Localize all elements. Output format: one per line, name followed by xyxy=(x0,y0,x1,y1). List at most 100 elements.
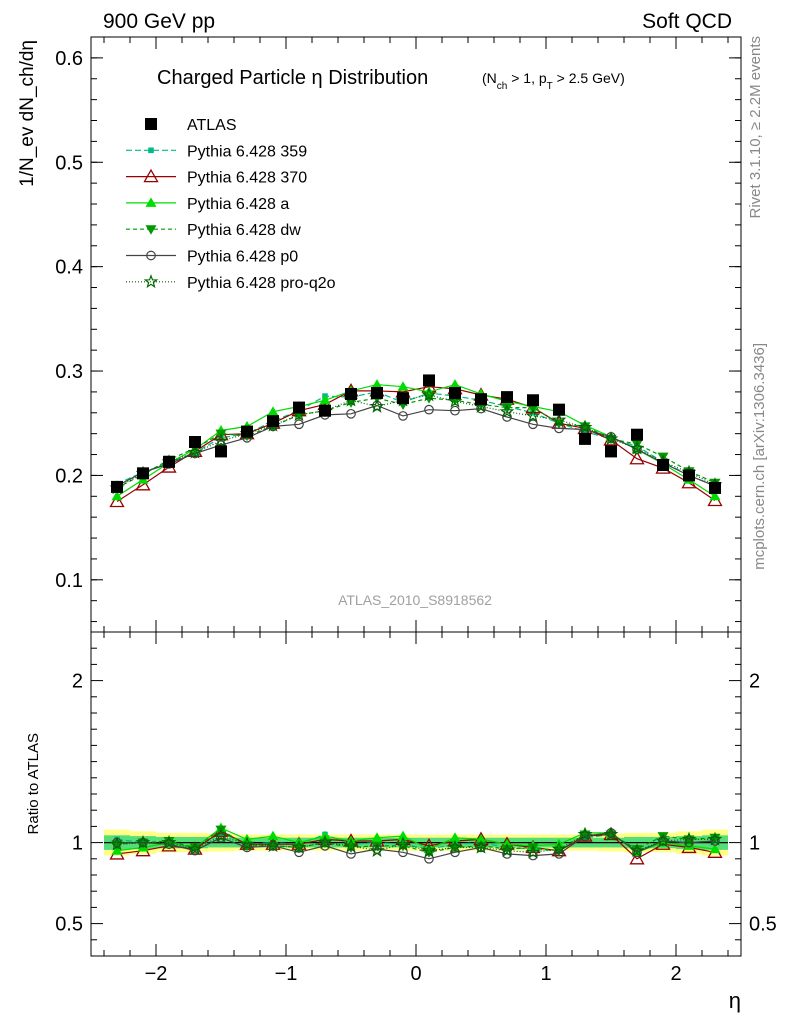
legend-entry: Pythia 6.428 pro-q2o xyxy=(126,274,336,292)
y-tick-label: 0.6 xyxy=(55,48,83,70)
ratio-point xyxy=(709,843,721,854)
ratio-point xyxy=(265,838,281,853)
data-point xyxy=(267,415,279,428)
legend-label: ATLAS xyxy=(187,117,237,134)
mc-point xyxy=(213,433,229,448)
series-line xyxy=(116,391,716,487)
data-point xyxy=(579,432,591,445)
mc-point xyxy=(369,398,385,413)
ratio-point xyxy=(371,832,383,842)
ratio-point xyxy=(502,849,512,859)
ratio-point xyxy=(189,843,201,853)
ratio-point xyxy=(681,831,697,846)
ratio-point xyxy=(684,837,694,848)
ratio-point xyxy=(710,836,720,846)
data-point xyxy=(527,394,539,407)
ratio-point xyxy=(709,833,721,844)
mc-point xyxy=(629,450,645,465)
ratio-point xyxy=(135,834,151,849)
ratio-series-pythia-6-428-pro-q2o xyxy=(109,826,723,859)
data-point xyxy=(293,401,305,414)
ratio-point xyxy=(239,836,255,851)
ratio-y-tick-label-right: 1 xyxy=(749,833,760,855)
ratio-frame xyxy=(90,631,742,957)
data-point xyxy=(111,480,123,493)
data-point xyxy=(631,428,643,441)
y-tick-label: 0.1 xyxy=(55,570,83,592)
mc-point xyxy=(579,422,591,432)
legend-label: Pythia 6.428 pro-q2o xyxy=(187,275,336,292)
ratio-point xyxy=(317,834,333,849)
ratio-point xyxy=(551,841,567,856)
legend-entry: Pythia 6.428 359 xyxy=(126,143,307,160)
ratio-y-tick-label-right: 0.5 xyxy=(749,914,777,936)
data-point xyxy=(371,386,383,399)
mc-point xyxy=(109,493,125,508)
mc-point xyxy=(267,406,279,416)
ratio-point xyxy=(683,840,695,850)
ratio-point xyxy=(629,850,645,865)
legend-label: Pythia 6.428 dw xyxy=(187,222,301,239)
ratio-point xyxy=(190,845,200,856)
legend-entry: Pythia 6.428 p0 xyxy=(126,249,298,266)
mc-point xyxy=(111,490,123,501)
data-point xyxy=(345,388,357,400)
ratio-point xyxy=(161,834,177,849)
mc-point xyxy=(629,440,645,455)
data-point xyxy=(189,436,201,449)
legend-marker xyxy=(145,225,157,235)
collision-label: 900 GeV pp xyxy=(103,10,215,33)
data-point xyxy=(137,467,149,480)
ratio-point xyxy=(267,830,279,841)
data-point xyxy=(449,386,461,399)
ratio-y-axis-label: Ratio to ATLAS xyxy=(25,733,42,834)
data-point xyxy=(215,445,227,458)
ratio-point xyxy=(320,840,330,851)
data-point xyxy=(683,469,695,482)
mc-point xyxy=(397,381,409,391)
mc-point xyxy=(371,379,383,389)
mc-point xyxy=(603,431,619,446)
ratio-point xyxy=(346,849,356,859)
series-line xyxy=(116,397,716,489)
ratio-point xyxy=(242,842,252,853)
ratio-point xyxy=(291,839,307,854)
legend-marker xyxy=(145,118,157,130)
series-pythia-6-428-359 xyxy=(114,389,718,489)
mc-point xyxy=(421,387,437,402)
mc-point xyxy=(447,393,463,408)
mc-point xyxy=(398,411,408,421)
mc-point xyxy=(528,419,538,430)
mc-point xyxy=(135,476,151,491)
mc-point xyxy=(525,408,541,423)
data-point xyxy=(709,481,721,494)
data-point xyxy=(501,391,513,404)
ratio-point xyxy=(577,826,593,841)
category-label: Soft QCD xyxy=(642,10,732,33)
x-tick-label: 2 xyxy=(670,963,681,985)
ratio-point xyxy=(424,853,434,864)
x-tick-label: −2 xyxy=(145,963,168,985)
ratio-point xyxy=(294,847,304,858)
y-tick-label: 0.2 xyxy=(55,465,83,487)
mc-point xyxy=(501,403,513,414)
ratio-point xyxy=(475,833,487,844)
legend-entry: Pythia 6.428 dw xyxy=(126,222,301,239)
mc-point xyxy=(632,444,642,455)
series-pythia-6-428-a xyxy=(111,379,721,501)
mc-point xyxy=(502,412,512,422)
ratio-point xyxy=(631,845,643,855)
series-line xyxy=(116,404,716,487)
ratio-point xyxy=(449,832,461,842)
analysis-label: ATLAS_2010_S8918562 xyxy=(338,592,492,608)
x-axis-label: η xyxy=(729,988,741,1013)
ratio-point xyxy=(655,833,671,848)
mc-point xyxy=(424,404,434,415)
chart-title: Charged Particle η Distribution xyxy=(157,67,428,89)
ratio-point xyxy=(632,847,642,858)
ratio-point xyxy=(447,839,463,854)
data-point xyxy=(423,374,435,387)
y-tick-label: 0.4 xyxy=(55,257,83,279)
ratio-point xyxy=(421,842,437,858)
